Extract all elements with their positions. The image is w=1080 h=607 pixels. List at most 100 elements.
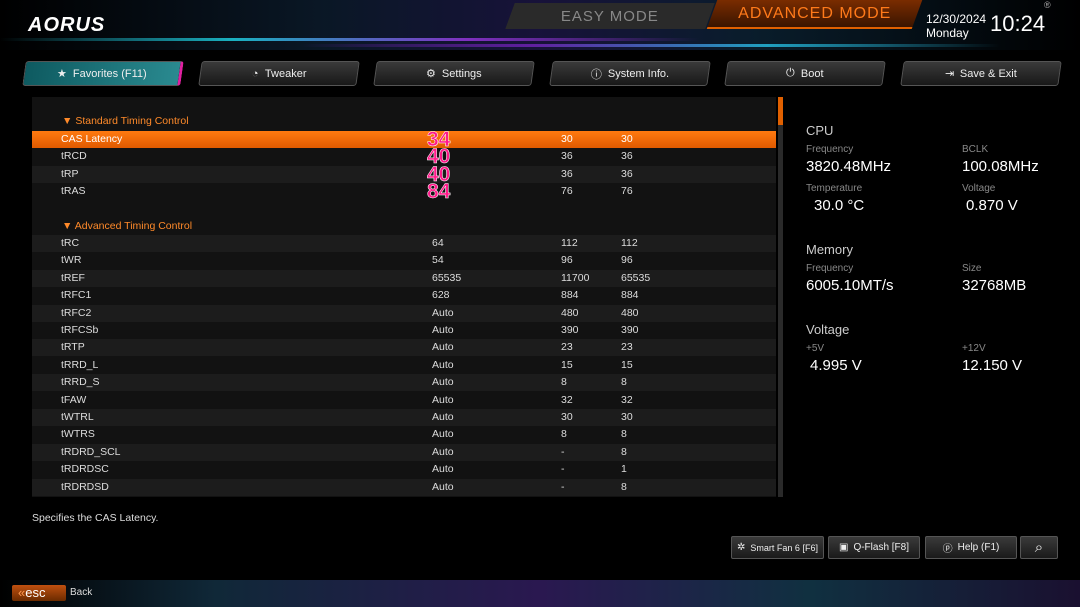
setting-value[interactable]: Auto bbox=[432, 358, 454, 371]
table-row[interactable]: tRFC2 Auto 480 480 bbox=[32, 304, 776, 322]
tab-tweaker[interactable]: ◔ Tweaker bbox=[197, 61, 360, 86]
table-row[interactable]: tRTP Auto 23 23 bbox=[32, 339, 776, 357]
overlay-value[interactable]: 34 bbox=[427, 128, 451, 151]
overlay-value[interactable]: 40 bbox=[427, 145, 451, 169]
current-value: 8 bbox=[621, 480, 627, 493]
easy-mode-label: EASY MODE bbox=[561, 7, 659, 25]
setting-name: tRTP bbox=[61, 341, 85, 354]
setting-name: tREF bbox=[61, 271, 85, 284]
current-value: 76 bbox=[621, 185, 633, 198]
back-label: Back bbox=[70, 587, 93, 598]
aorus-logo: AORUS bbox=[28, 14, 106, 36]
section-header[interactable]: ▼ Advanced Timing Control bbox=[32, 218, 776, 235]
setting-value[interactable]: Auto bbox=[432, 428, 454, 441]
help-button[interactable]: ⓟ Help (F1) bbox=[925, 536, 1017, 559]
table-row[interactable]: tFAW Auto 32 32 bbox=[32, 392, 776, 409]
setting-value[interactable]: Auto bbox=[432, 393, 454, 406]
tab-system-info[interactable]: ⓘ System Info. bbox=[548, 61, 711, 86]
current-value: 884 bbox=[621, 289, 639, 302]
easy-mode-button[interactable]: EASY MODE bbox=[505, 3, 715, 29]
setting-name: tRP bbox=[61, 167, 79, 180]
decor-stripe bbox=[300, 44, 1000, 47]
setting-value[interactable]: Auto bbox=[432, 324, 454, 336]
table-row[interactable]: tRAS 84 76 76 bbox=[32, 180, 776, 204]
table-row[interactable]: tRFCSb Auto 390 390 bbox=[32, 322, 776, 339]
scrollbar-thumb[interactable] bbox=[778, 97, 783, 125]
setting-name: tRC bbox=[61, 237, 80, 249]
esc-label: esc bbox=[25, 585, 46, 600]
setting-name: tRFC1 bbox=[61, 289, 92, 302]
tab-settings[interactable]: ⚙ Settings bbox=[373, 61, 535, 86]
default-value: 112 bbox=[561, 237, 578, 249]
info-icon: ⓘ bbox=[590, 68, 602, 81]
setting-name: tRAS bbox=[61, 185, 86, 198]
cpu-frequency-label: Frequency bbox=[806, 144, 854, 155]
current-value: 8 bbox=[621, 445, 627, 458]
setting-value[interactable]: Auto bbox=[432, 463, 454, 476]
timing-table: ▼ Standard Timing Control CAS Latency 34 30… bbox=[32, 97, 776, 497]
table-row[interactable]: tRCD 40 36 36 bbox=[32, 145, 776, 169]
setting-name: tRDRDSD bbox=[61, 480, 109, 493]
default-value: - bbox=[561, 445, 565, 458]
table-row[interactable]: tRFC1 628 884 884 bbox=[32, 287, 776, 304]
help-description: Specifies the CAS Latency. bbox=[32, 512, 159, 524]
overlay-value[interactable]: 84 bbox=[427, 180, 451, 204]
table-row[interactable]: tWTRL Auto 30 30 bbox=[32, 409, 776, 426]
table-row[interactable]: tRDRDSC Auto - 1 bbox=[32, 461, 776, 478]
table-row[interactable]: tWTRS Auto 8 8 bbox=[32, 426, 776, 443]
table-row[interactable]: tRDRD_SCL Auto - 8 bbox=[32, 443, 776, 461]
table-row[interactable]: tREF 65535 11700 65535 bbox=[32, 269, 776, 287]
setting-value[interactable]: Auto bbox=[432, 411, 454, 423]
table-row[interactable]: tWR 54 96 96 bbox=[32, 252, 776, 269]
table-row[interactable]: CAS Latency 34 30 30 bbox=[32, 128, 776, 151]
setting-value[interactable]: Auto bbox=[432, 480, 454, 493]
overlay-value[interactable]: 40 bbox=[427, 162, 451, 186]
setting-value[interactable]: 64 bbox=[432, 237, 444, 249]
esc-button[interactable]: «esc bbox=[12, 585, 66, 601]
v12-label: +12V bbox=[962, 343, 986, 354]
default-value: 30 bbox=[561, 411, 573, 423]
bclk-value: 100.08MHz bbox=[962, 158, 1039, 175]
search-button[interactable]: ⌕ bbox=[1020, 536, 1058, 559]
temperature-value: 30.0 °C bbox=[814, 197, 865, 214]
advanced-mode-button[interactable]: ADVANCED MODE bbox=[706, 0, 923, 29]
current-value: 32 bbox=[621, 393, 633, 406]
setting-value[interactable]: 54 bbox=[432, 254, 444, 267]
table-row[interactable]: tRRD_S Auto 8 8 bbox=[32, 374, 776, 392]
setting-value[interactable]: Auto bbox=[432, 445, 454, 458]
smart-fan-label: Smart Fan 6 [F6] bbox=[750, 542, 818, 553]
qflash-button[interactable]: ▣ Q-Flash [F8] bbox=[828, 536, 920, 559]
setting-value[interactable]: Auto bbox=[432, 376, 454, 389]
fan-icon: ✲ bbox=[737, 542, 746, 553]
table-row[interactable]: tRC 64 112 112 bbox=[32, 235, 776, 252]
tab-save-exit[interactable]: ⇥ Save & Exit bbox=[899, 61, 1062, 86]
gauge-icon: ◔ bbox=[251, 67, 259, 80]
exit-icon: ⇥ bbox=[944, 68, 954, 80]
default-value: 15 bbox=[561, 358, 573, 371]
tab-boot[interactable]: ⏻ Boot bbox=[724, 61, 886, 86]
star-icon: ★ bbox=[57, 68, 68, 80]
chevrons-left-icon: « bbox=[18, 585, 26, 600]
cpu-title: CPU bbox=[806, 123, 834, 138]
memory-frequency: 6005.10MT/s bbox=[806, 277, 894, 294]
day: Monday bbox=[926, 26, 969, 40]
tab-favorites-f11[interactable]: ★ Favorites (F11) bbox=[22, 61, 184, 86]
current-value: 36 bbox=[621, 150, 633, 163]
setting-value[interactable]: 628 bbox=[432, 289, 450, 302]
table-row[interactable]: tRRD_L Auto 15 15 bbox=[32, 357, 776, 374]
scrollbar[interactable] bbox=[778, 97, 783, 497]
voltage-title: Voltage bbox=[806, 322, 850, 337]
v5-value: 4.995 V bbox=[810, 357, 862, 374]
section-header[interactable]: ▼ Standard Timing Control bbox=[32, 113, 776, 130]
table-row[interactable]: tRDRDSD Auto - 8 bbox=[32, 478, 776, 496]
current-value: 23 bbox=[621, 341, 633, 354]
default-value: 36 bbox=[561, 150, 573, 163]
smart-fan-button[interactable]: ✲ Smart Fan 6 [F6] bbox=[731, 536, 824, 559]
setting-value[interactable]: 65535 bbox=[432, 271, 462, 284]
setting-name: tWTRL bbox=[61, 411, 94, 423]
memory-title: Memory bbox=[806, 242, 853, 257]
setting-value[interactable]: Auto bbox=[432, 306, 454, 319]
date-display: 12/30/2024 Monday bbox=[926, 12, 986, 40]
table-row[interactable]: tRP 40 36 36 bbox=[32, 162, 776, 186]
setting-value[interactable]: Auto bbox=[432, 341, 454, 354]
